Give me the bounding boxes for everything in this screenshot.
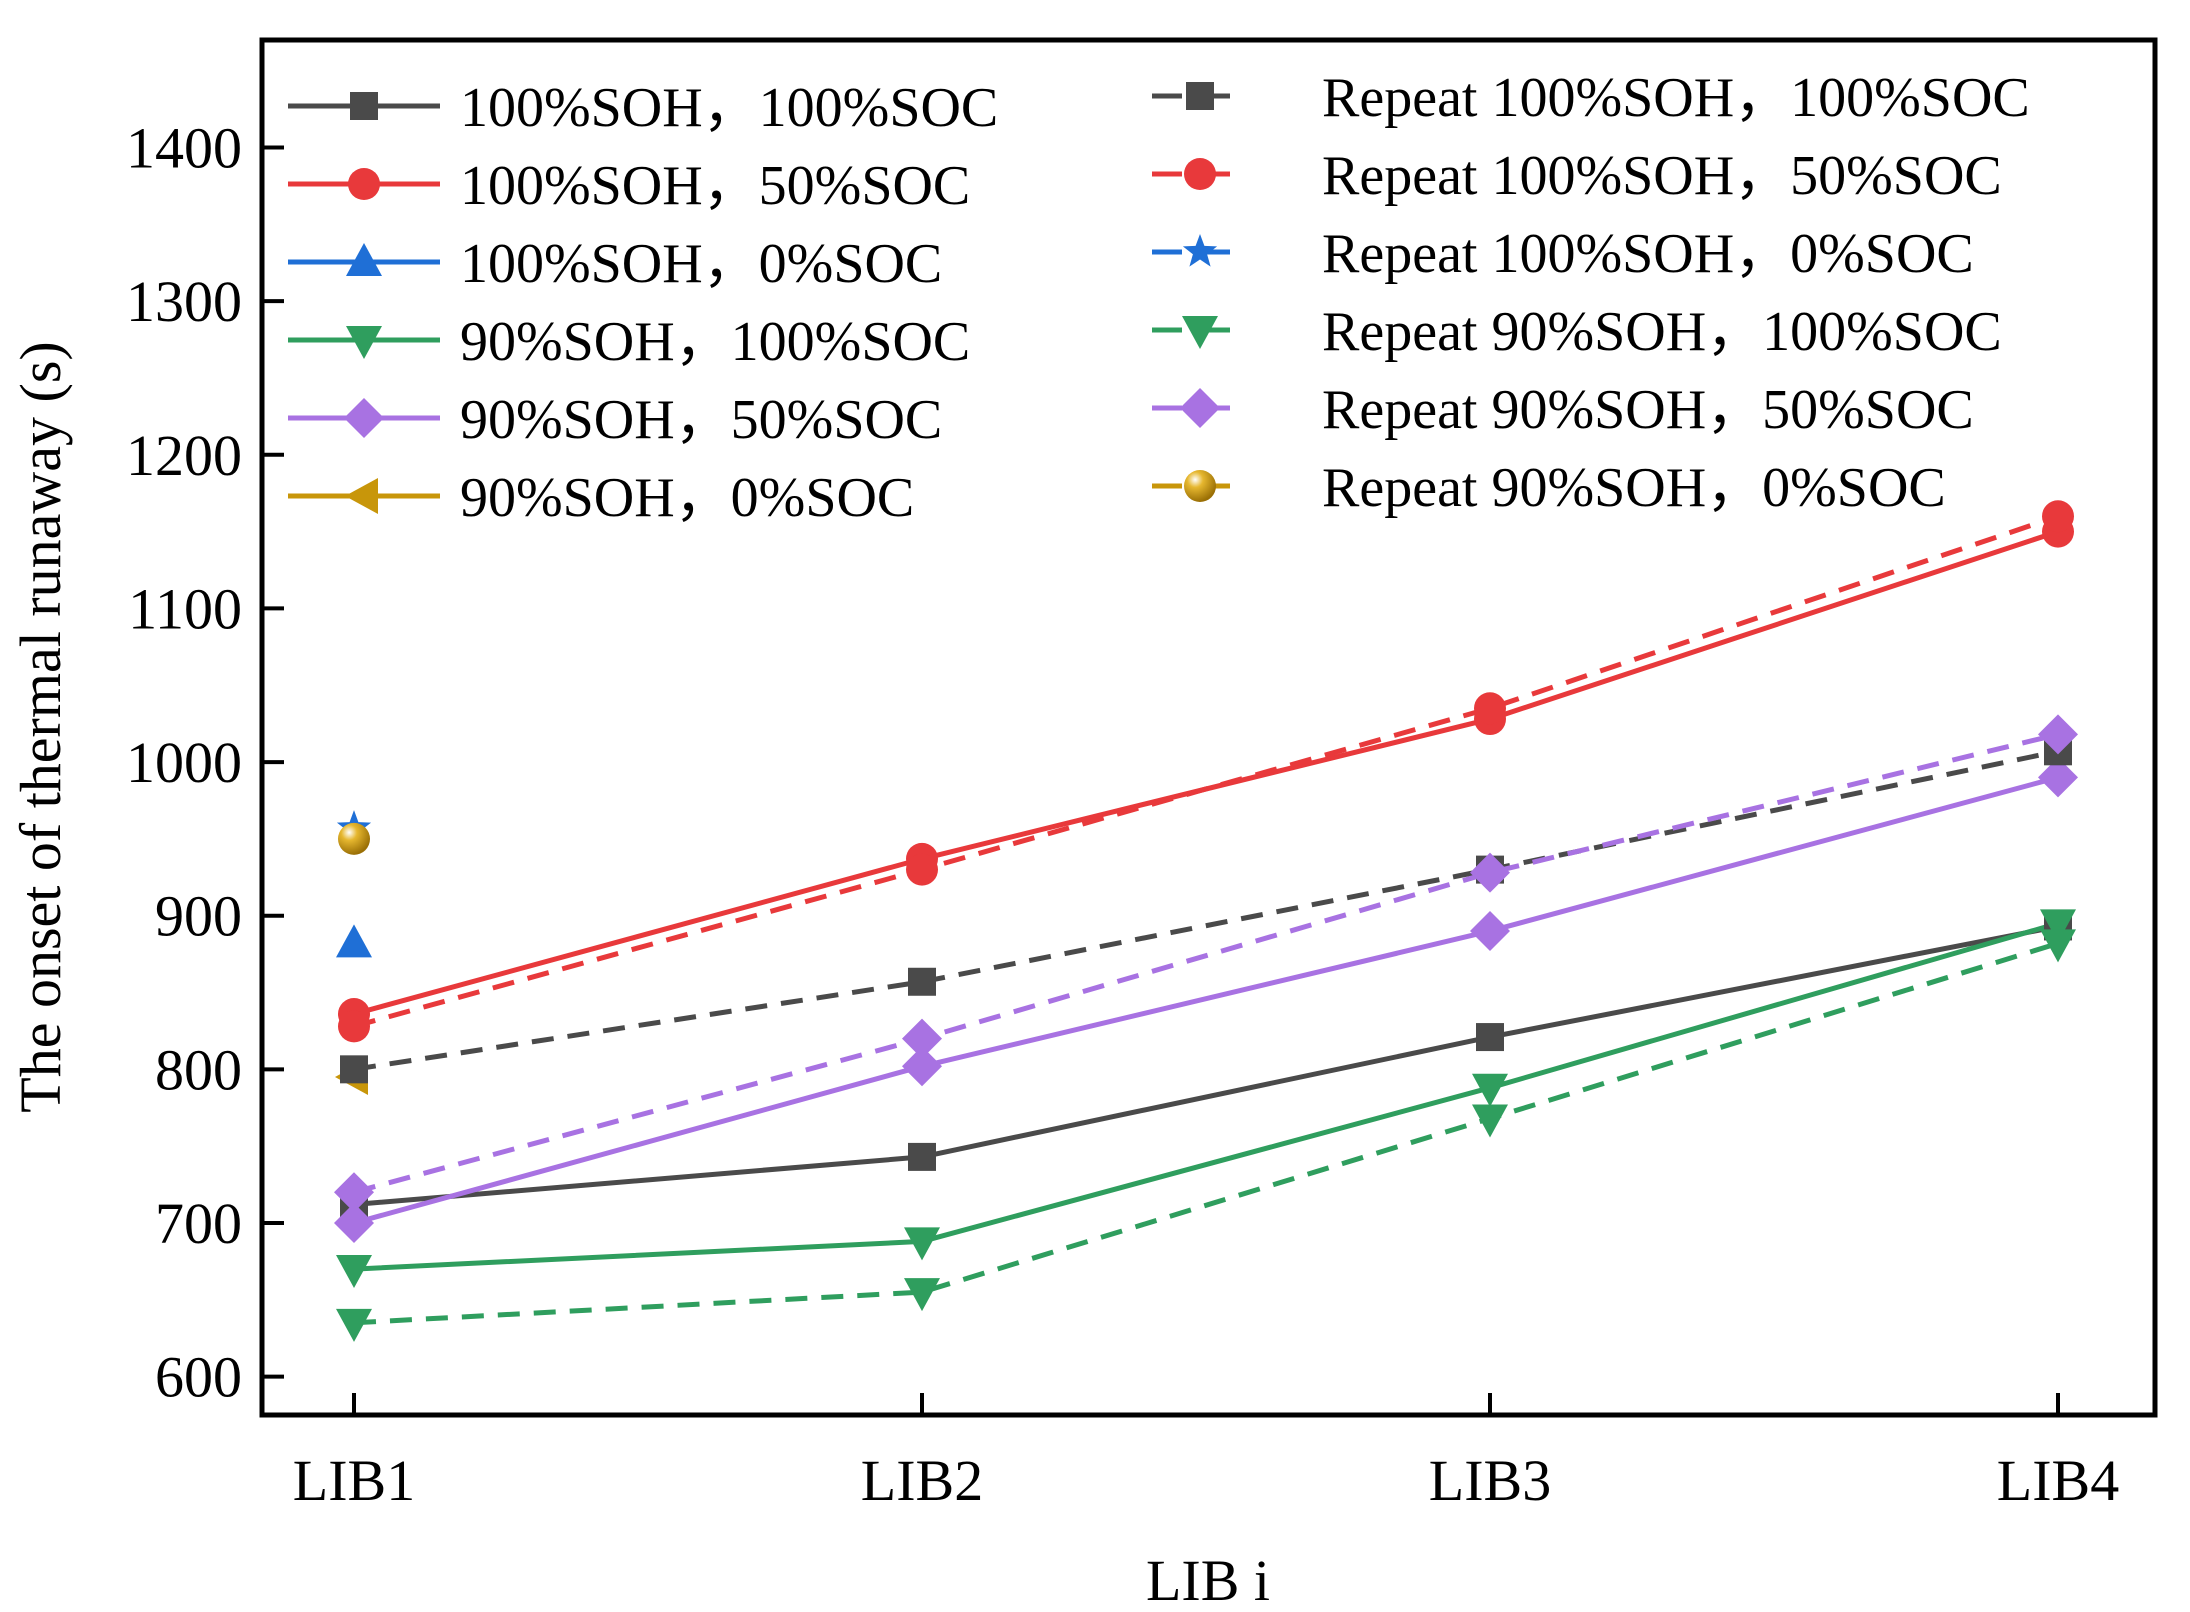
series-lines	[353, 513, 2059, 1326]
data-point-repeat-90pctsoh-100pctsoc-lib3	[1472, 1104, 1508, 1138]
legend-marker-repeat-90pctsoh-0pctsoc	[1184, 470, 1216, 502]
y-tick-label-700: 700	[155, 1191, 242, 1256]
y-tick-label-600: 600	[155, 1345, 242, 1410]
legend-marker-repeat-100pctsoh-100pctsoc	[1186, 82, 1214, 110]
data-point-repeat-90pctsoh-100pctsoc-lib1	[336, 1308, 372, 1342]
legend-label-repeat-90pctsoh-100pctsoc: Repeat 90%SOH，100%SOC	[1322, 301, 2002, 363]
x-axis-label: LIB i	[1146, 1548, 1270, 1612]
plot-frame	[259, 37, 2158, 1418]
legend-marker-repeat-90pctsoh-100pctsoc	[1182, 316, 1218, 349]
legend-label-100pctsoh-0pctsoc: 100%SOH，0%SOC	[460, 233, 942, 295]
legend-label-90pctsoh-50pctsoc: 90%SOH，50%SOC	[460, 389, 942, 451]
y-tick-label-1300: 1300	[126, 269, 242, 334]
data-point-100pctsoh-100pctsoc-lib3	[1476, 1023, 1504, 1052]
y-tick-label-800: 800	[155, 1037, 242, 1102]
data-point-repeat-100pctsoh-50pctsoc-lib1	[338, 1010, 370, 1043]
series-line-repeat-90pctsoh-100pctsoc	[353, 941, 2059, 1326]
axes: 600 700 800 900 1000 1100 1200 1300 1400 LIB1 LIB2…	[126, 116, 2119, 1513]
x-tick-label-lib2: LIB2	[861, 1448, 983, 1513]
data-point-90pctsoh-100pctsoc-lib1	[336, 1255, 372, 1289]
legend-marker-repeat-100pctsoh-0pctsoc	[1182, 234, 1218, 267]
x-tick-label-lib1: LIB1	[293, 1448, 415, 1513]
series-line-repeat-100pctsoh-100pctsoc	[353, 748, 2059, 1072]
series-line-90pctsoh-100pctsoc	[353, 920, 2059, 1272]
data-point-repeat-90pctsoh-50pctsoc-lib3	[1470, 852, 1510, 893]
data-point-repeat-90pctsoh-100pctsoc-lib4	[2040, 929, 2076, 963]
series-line-repeat-90pctsoh-50pctsoc	[353, 731, 2059, 1195]
legend-label-90pctsoh-0pctsoc: 90%SOH，0%SOC	[460, 467, 914, 529]
data-point-repeat-90pctsoh-100pctsoc-lib2	[904, 1278, 940, 1312]
legend-marker-100pctsoh-50pctsoc	[348, 168, 380, 200]
series-line-90pctsoh-50pctsoc	[353, 774, 2059, 1226]
y-tick-label-1400: 1400	[126, 116, 242, 181]
data-point-90pctsoh-50pctsoc-lib2	[902, 1046, 942, 1087]
data-point-90pctsoh-50pctsoc-lib3	[1470, 911, 1510, 952]
data-point-repeat-90pctsoh-50pctsoc-lib1	[334, 1172, 374, 1213]
legend-label-repeat-90pctsoh-0pctsoc: Repeat 90%SOH，0%SOC	[1322, 457, 1946, 519]
legend-marker-90pctsoh-50pctsoc	[344, 398, 384, 438]
data-point-repeat-90pctsoh-50pctsoc-lib4	[2038, 714, 2078, 755]
data-point-repeat-100pctsoh-100pctsoc-lib2	[908, 967, 936, 996]
legend-marker-repeat-90pctsoh-50pctsoc	[1180, 388, 1220, 428]
series-markers	[334, 500, 2078, 1342]
x-tick-label-lib4: LIB4	[1997, 1448, 2119, 1513]
data-point-repeat-90pctsoh-0pctsoc-lib1	[338, 822, 370, 855]
legend-marker-90pctsoh-0pctsoc	[345, 478, 378, 514]
legend-label-repeat-90pctsoh-50pctsoc: Repeat 90%SOH，50%SOC	[1322, 379, 1974, 441]
y-axis-label: The onset of thermal runaway (s)	[8, 341, 73, 1112]
data-point-repeat-100pctsoh-50pctsoc-lib4	[2042, 500, 2074, 533]
data-point-90pctsoh-100pctsoc-lib4	[2040, 909, 2076, 943]
y-tick-label-1200: 1200	[126, 423, 242, 488]
data-point-90pctsoh-50pctsoc-lib1	[334, 1202, 374, 1243]
data-point-repeat-100pctsoh-50pctsoc-lib3	[1474, 692, 1506, 725]
legend-label-repeat-100pctsoh-50pctsoc: Repeat 100%SOH，50%SOC	[1322, 145, 2002, 207]
data-point-repeat-100pctsoh-100pctsoc-lib1	[340, 1055, 368, 1084]
data-point-90pctsoh-100pctsoc-lib2	[904, 1227, 940, 1261]
legend-marker-100pctsoh-0pctsoc	[346, 243, 382, 276]
legend-marker-90pctsoh-100pctsoc	[346, 326, 382, 359]
series-line-repeat-100pctsoh-50pctsoc	[353, 513, 2059, 1029]
legend: 100%SOH，100%SOC 100%SOH，50%SOC 100%SOH，0%S…	[288, 67, 2030, 529]
legend-label-100pctsoh-100pctsoc: 100%SOH，100%SOC	[460, 77, 998, 139]
data-point-repeat-100pctsoh-50pctsoc-lib2	[906, 853, 938, 886]
legend-marker-repeat-100pctsoh-50pctsoc	[1184, 158, 1216, 190]
data-point-repeat-90pctsoh-50pctsoc-lib2	[902, 1018, 942, 1059]
legend-marker-100pctsoh-100pctsoc	[350, 92, 378, 120]
data-point-100pctsoh-0pctsoc-lib1	[336, 924, 372, 958]
x-tick-label-lib3: LIB3	[1429, 1448, 1551, 1513]
data-point-100pctsoh-100pctsoc-lib2	[908, 1142, 936, 1171]
data-point-90pctsoh-100pctsoc-lib3	[1472, 1073, 1508, 1107]
legend-label-repeat-100pctsoh-0pctsoc: Repeat 100%SOH，0%SOC	[1322, 223, 1974, 285]
legend-label-90pctsoh-100pctsoc: 90%SOH，100%SOC	[460, 311, 970, 373]
series-line-100pctsoh-100pctsoc	[353, 924, 2059, 1207]
legend-label-repeat-100pctsoh-100pctsoc: Repeat 100%SOH，100%SOC	[1322, 67, 2030, 129]
data-point-90pctsoh-50pctsoc-lib4	[2038, 757, 2078, 798]
y-tick-label-1100: 1100	[128, 576, 242, 641]
y-tick-label-1000: 1000	[126, 730, 242, 795]
legend-label-100pctsoh-50pctsoc: 100%SOH，50%SOC	[460, 155, 970, 217]
y-tick-label-900: 900	[155, 884, 242, 949]
